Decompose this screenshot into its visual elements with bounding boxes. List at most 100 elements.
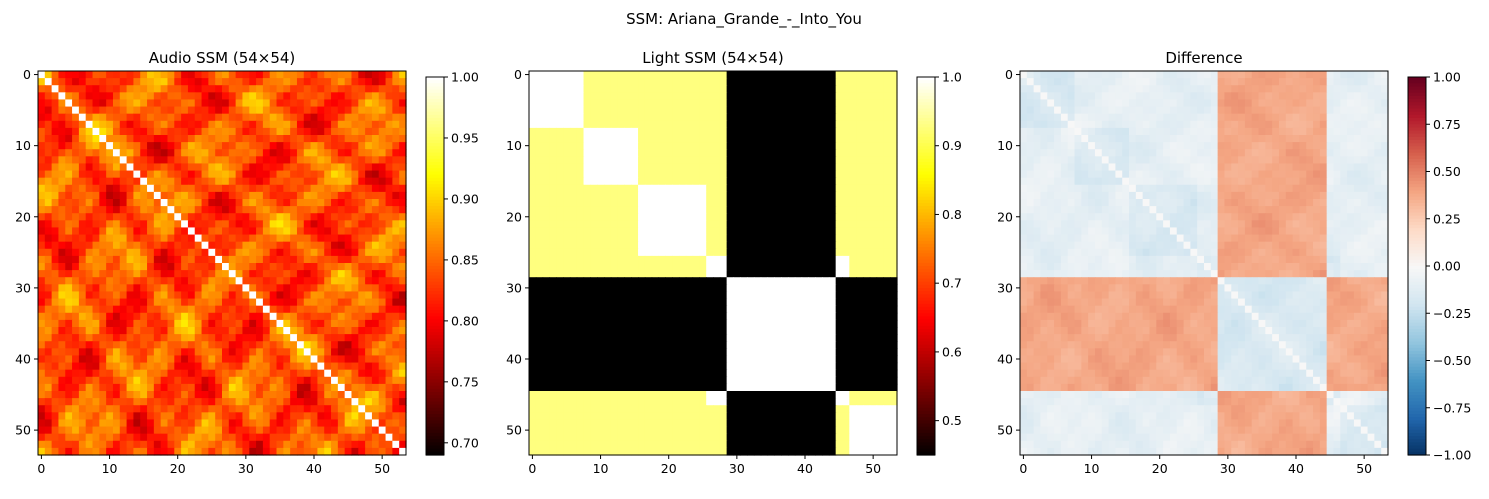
heatmap-cell <box>672 213 679 221</box>
heatmap-cell <box>174 370 181 378</box>
heatmap-cell <box>86 192 93 200</box>
heatmap-cell <box>45 306 52 314</box>
heatmap-cell <box>740 220 747 228</box>
heatmap-cell <box>161 377 168 385</box>
heatmap-cell <box>365 185 372 193</box>
heatmap-cell <box>127 192 134 200</box>
heatmap-cell <box>781 156 788 164</box>
heatmap-cell <box>345 363 352 371</box>
heatmap-cell <box>597 206 604 214</box>
heatmap-cell <box>127 398 134 406</box>
heatmap-cell <box>740 227 747 235</box>
heatmap-cell <box>358 434 365 442</box>
heatmap-cell <box>338 398 345 406</box>
heatmap-cell <box>113 270 120 278</box>
heatmap-cell <box>72 419 79 427</box>
heatmap-cell <box>215 256 222 264</box>
heatmap-cell <box>120 441 127 449</box>
heatmap-cell <box>72 263 79 271</box>
heatmap-cell <box>324 142 331 150</box>
heatmap-cell <box>754 135 761 143</box>
heatmap-cell <box>113 277 120 285</box>
heatmap-cell <box>161 192 168 200</box>
heatmap-cell <box>645 192 652 200</box>
heatmap-cell <box>317 85 324 93</box>
heatmap-cell <box>386 277 393 285</box>
heatmap-cell <box>161 419 168 427</box>
heatmap-cell <box>536 249 543 257</box>
heatmap-cell <box>58 448 65 456</box>
heatmap-cell <box>324 171 331 179</box>
heatmap-cell <box>229 427 236 435</box>
heatmap-cell <box>58 370 65 378</box>
heatmap-cell <box>788 156 795 164</box>
heatmap-cell <box>577 135 584 143</box>
heatmap-cell <box>624 121 631 129</box>
heatmap-cell <box>863 142 870 150</box>
heatmap-cell <box>283 99 290 107</box>
heatmap-cell <box>372 142 379 150</box>
heatmap-cell <box>795 242 802 250</box>
heatmap-cell <box>140 327 147 335</box>
heatmap-cell <box>58 92 65 100</box>
heatmap-cell <box>570 299 577 307</box>
heatmap-cell <box>140 377 147 385</box>
heatmap-cell <box>161 78 168 86</box>
heatmap-cell <box>543 313 550 321</box>
heatmap-cell <box>577 92 584 100</box>
heatmap-cell <box>120 206 127 214</box>
heatmap-cell <box>127 92 134 100</box>
heatmap-cell <box>45 78 52 86</box>
heatmap-cell <box>351 377 358 385</box>
heatmap-cell <box>781 256 788 264</box>
heatmap-cell <box>590 121 597 129</box>
heatmap-cell <box>379 235 386 243</box>
heatmap-cell <box>154 185 161 193</box>
heatmap-cell <box>556 320 563 328</box>
heatmap-cell <box>195 206 202 214</box>
heatmap-cell <box>781 142 788 150</box>
heatmap-cell <box>740 277 747 285</box>
heatmap-cell <box>761 149 768 157</box>
heatmap-cell <box>270 299 277 307</box>
heatmap-cell <box>358 441 365 449</box>
heatmap-cell <box>624 171 631 179</box>
heatmap-cell <box>277 114 284 122</box>
heatmap-cell <box>379 185 386 193</box>
heatmap-cell <box>147 284 154 292</box>
heatmap-cell <box>774 235 781 243</box>
heatmap-cell <box>808 227 815 235</box>
heatmap-cell <box>358 163 365 171</box>
heatmap-cell <box>202 284 209 292</box>
heatmap-cell <box>58 178 65 186</box>
heatmap-cell <box>79 242 86 250</box>
heatmap-cell <box>549 249 556 257</box>
heatmap-cell <box>863 185 870 193</box>
heatmap-cell <box>331 419 338 427</box>
heatmap-cell <box>127 320 134 328</box>
heatmap-cell <box>113 199 120 207</box>
heatmap-cell <box>856 206 863 214</box>
heatmap-cell <box>768 71 775 79</box>
panel-title: Audio SSM (54×54) <box>149 49 296 67</box>
heatmap-cell <box>842 263 849 271</box>
heatmap-cell <box>849 163 856 171</box>
heatmap-cell <box>174 348 181 356</box>
heatmap-cell <box>208 107 215 115</box>
heatmap-cell <box>38 213 45 221</box>
heatmap-cell <box>611 291 618 299</box>
heatmap-cell <box>365 341 372 349</box>
heatmap-cell <box>788 213 795 221</box>
heatmap-cell <box>195 92 202 100</box>
heatmap-cell <box>181 171 188 179</box>
heatmap-cell <box>304 99 311 107</box>
heatmap-cell <box>652 206 659 214</box>
heatmap-cell <box>549 227 556 235</box>
heatmap-cell <box>236 213 243 221</box>
heatmap-cell <box>706 299 713 307</box>
heatmap-cell <box>856 114 863 122</box>
heatmap-cell <box>256 363 263 371</box>
heatmap-cell <box>304 121 311 129</box>
heatmap-cell <box>188 277 195 285</box>
heatmap-cell <box>45 348 52 356</box>
